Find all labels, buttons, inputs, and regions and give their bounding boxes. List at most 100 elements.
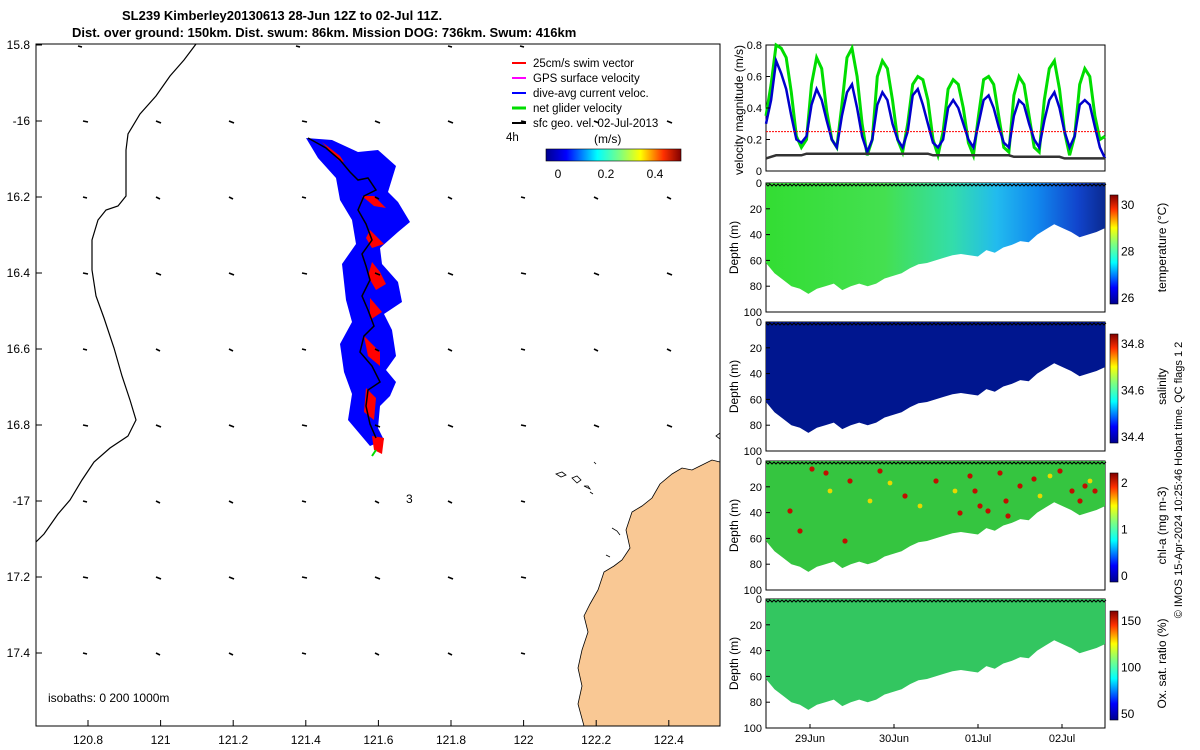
velocity-y-tick-label: 0.4 bbox=[747, 103, 762, 115]
velocity-arrow bbox=[520, 196, 526, 199]
velocity-arrow bbox=[82, 272, 89, 275]
velocity-series bbox=[764, 42, 1107, 162]
velocity-arrow bbox=[666, 272, 673, 276]
velocity-arrow bbox=[593, 120, 600, 124]
section-y-tick-label: 40 bbox=[750, 646, 762, 658]
velocity-arrow bbox=[302, 729, 307, 730]
map-annotation-3: 3 bbox=[406, 492, 413, 506]
velocity-arrow bbox=[301, 348, 307, 351]
section-y-tick-label: 100 bbox=[744, 723, 762, 735]
velocity-arrow bbox=[228, 424, 235, 428]
chl-high-point bbox=[797, 528, 803, 534]
velocity-arrow bbox=[155, 652, 161, 656]
velocity-arrow bbox=[155, 348, 161, 352]
colorbar-unit: (m/s) bbox=[594, 132, 621, 146]
map-x-tick-label: 121.8 bbox=[436, 733, 466, 747]
velocity-arrow bbox=[374, 424, 381, 428]
velocity-arrow bbox=[374, 348, 380, 352]
section-y-tick-label: 60 bbox=[750, 671, 762, 683]
section-y-tick-label: 60 bbox=[750, 394, 762, 406]
velocity-arrow bbox=[82, 120, 89, 123]
section-y-tick-label: 0 bbox=[756, 594, 762, 606]
section-surface-edge bbox=[765, 183, 1107, 187]
velocity-arrow bbox=[82, 652, 88, 655]
velocity-arrow bbox=[447, 120, 454, 124]
velocity-y-tick-label: 0.6 bbox=[747, 72, 762, 84]
section-y-tick-label: 20 bbox=[750, 204, 762, 216]
velocity-arrow bbox=[520, 120, 527, 123]
section-colorbar-tick: 34.4 bbox=[1121, 430, 1145, 444]
velocity-arrow bbox=[301, 652, 307, 655]
velocity-arrow bbox=[228, 348, 234, 352]
chart-title-line1: SL239 Kimberley20130613 28-Jun 12Z to 02… bbox=[122, 8, 443, 23]
velocity-arrow bbox=[156, 729, 161, 731]
colorbar-tick-1: 0.2 bbox=[598, 167, 615, 181]
velocity-arrow bbox=[593, 424, 600, 428]
section-surface-edge bbox=[765, 322, 1107, 326]
section-surface-edge bbox=[765, 599, 1107, 603]
velocity-arrow bbox=[155, 576, 162, 580]
velocity-arrow bbox=[666, 120, 673, 124]
velocity-arrow bbox=[155, 120, 162, 124]
chl-high-point bbox=[967, 473, 973, 479]
map-x-tick-label: 121 bbox=[151, 733, 171, 747]
chart-title-line2: Dist. over ground: 150km. Dist. swum: 86… bbox=[72, 25, 577, 40]
section-x-tick-label: 01Jul bbox=[965, 733, 991, 745]
map-y-tick-label: 17.4 bbox=[7, 646, 31, 660]
velocity-arrow bbox=[374, 652, 380, 656]
velocity-arrow bbox=[666, 196, 672, 200]
velocity-arrow bbox=[155, 424, 162, 428]
map-x-tick-label: 121.2 bbox=[218, 733, 248, 747]
velocity-arrow bbox=[520, 652, 526, 655]
section-panel-ox: 0 20 40 60 80 100 Depth (m) 50 100 150 Ox. sat. ra… bbox=[727, 594, 1169, 745]
section-panel-chl: 0 20 40 60 80 100 Depth (m) 0 1 2 chl-a (mg m-3) bbox=[727, 456, 1169, 597]
map-y-tick-label: -17 bbox=[13, 494, 31, 508]
legend-label-gps: GPS surface velocity bbox=[533, 73, 640, 85]
section-y-tick-label: 80 bbox=[750, 420, 762, 432]
map-x-tick-label: 122.4 bbox=[654, 733, 684, 747]
section-panel-sal: 0 20 40 60 80 100 Depth (m) 34.4 34.6 34.8 salinit… bbox=[727, 317, 1169, 458]
section-colorbar bbox=[1109, 610, 1119, 721]
section-colorbar-tick: 34.6 bbox=[1121, 384, 1145, 398]
section-y-tick-label: 20 bbox=[750, 620, 762, 632]
section-y-tick-label: 60 bbox=[750, 533, 762, 545]
section-data-fill bbox=[766, 461, 1105, 572]
velocity-arrow bbox=[83, 729, 88, 730]
section-x-tick-label: 29Jun bbox=[795, 733, 825, 745]
velocity-y-tick-label: 0 bbox=[756, 166, 762, 178]
legend-label-swim-vector: 25cm/s swim vector bbox=[533, 58, 634, 70]
section-y-tick-label: 60 bbox=[750, 255, 762, 267]
velocity-arrow bbox=[593, 196, 599, 200]
islands bbox=[555, 432, 720, 558]
section-y-tick-label: 0 bbox=[756, 178, 762, 190]
chl-high-point bbox=[977, 503, 983, 509]
section-data-fill bbox=[766, 183, 1105, 294]
velocity-arrow bbox=[229, 729, 234, 731]
chl-high-point bbox=[1031, 476, 1037, 482]
chl-mid-point bbox=[867, 498, 873, 504]
velocity-y-ticks: 0 0.2 0.4 0.6 0.8 bbox=[747, 40, 770, 178]
map-legend: 25cm/s swim vector GPS surface velocity … bbox=[506, 58, 682, 181]
velocity-arrow bbox=[447, 652, 453, 656]
chl-high-point bbox=[985, 508, 991, 514]
velocity-arrow bbox=[447, 272, 454, 276]
surface-velocity-arrows bbox=[77, 45, 673, 731]
legend-label-sfc-geo: sfc geo. vel. 02-Jul-2013 bbox=[533, 118, 658, 130]
land-mass bbox=[577, 459, 720, 726]
section-colorbar bbox=[1109, 333, 1119, 444]
section-ylabel: Depth (m) bbox=[727, 360, 741, 413]
velocity-series-line bbox=[764, 55, 1107, 159]
velocity-arrow bbox=[447, 45, 453, 48]
velocity-arrow bbox=[82, 424, 89, 427]
chl-mid-point bbox=[827, 488, 833, 494]
map-x-tick-label: 121.6 bbox=[363, 733, 393, 747]
chl-mid-point bbox=[1047, 473, 1053, 479]
section-colorbar-tick: 50 bbox=[1121, 707, 1135, 721]
coastline bbox=[36, 44, 197, 543]
map-axis-ticks: 120.8 121 121.2 121.4 121.6 121.8 122 122.2 122.… bbox=[7, 38, 684, 747]
velocity-arrow bbox=[228, 196, 234, 200]
section-y-tick-label: 40 bbox=[750, 369, 762, 381]
section-colorbar-label: Ox. sat. ratio (%) bbox=[1155, 618, 1169, 708]
velocity-arrow bbox=[295, 45, 301, 48]
section-data-fill bbox=[766, 599, 1105, 710]
